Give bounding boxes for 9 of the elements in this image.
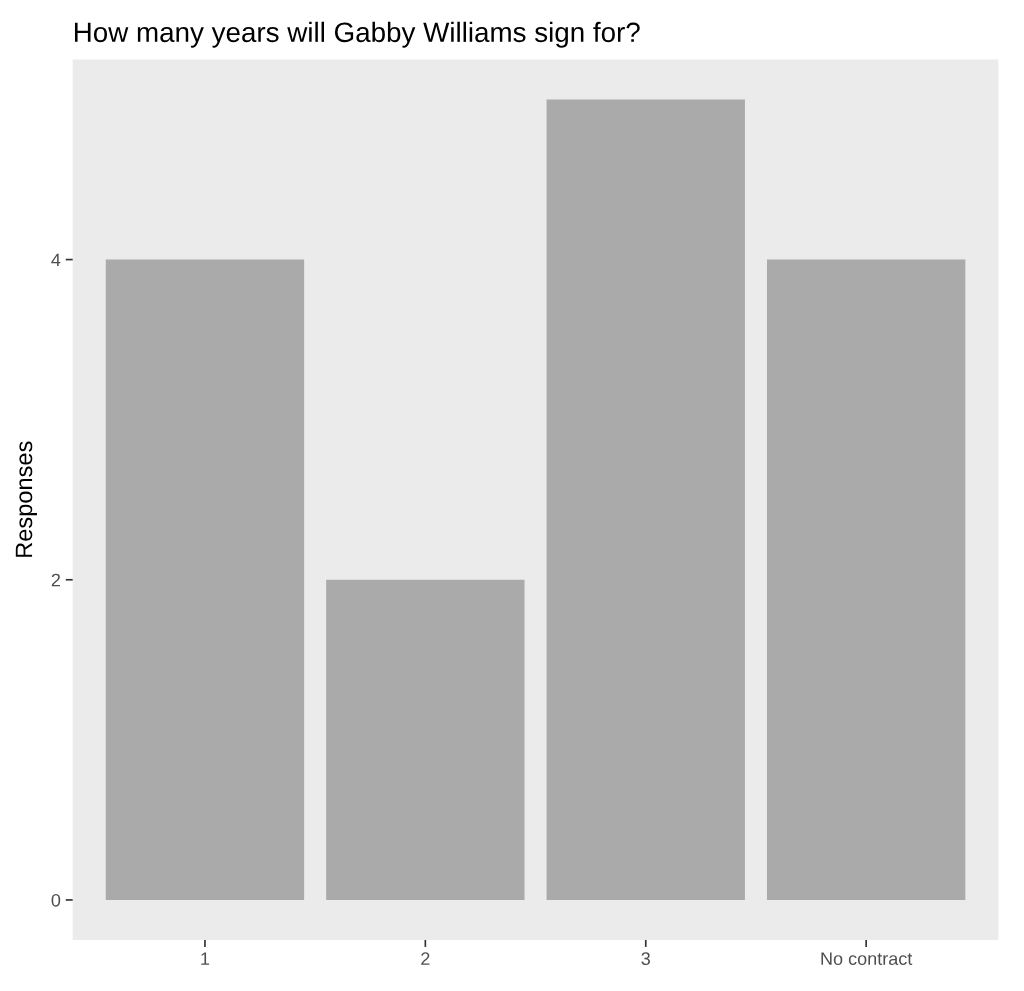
chart-title: How many years will Gabby Williams sign for?: [74, 21, 640, 48]
y-tick-label: 2: [51, 573, 60, 587]
y-tick-label: 0: [51, 893, 61, 907]
x-tick-label: 2: [421, 952, 430, 965]
y-axis-title: Responses: [15, 441, 37, 557]
x-tick-label: 3: [641, 952, 650, 966]
x-tick-label: 1: [201, 952, 210, 965]
y-tick-label: 4: [51, 253, 61, 267]
x-tick-label: No contract: [821, 952, 913, 966]
